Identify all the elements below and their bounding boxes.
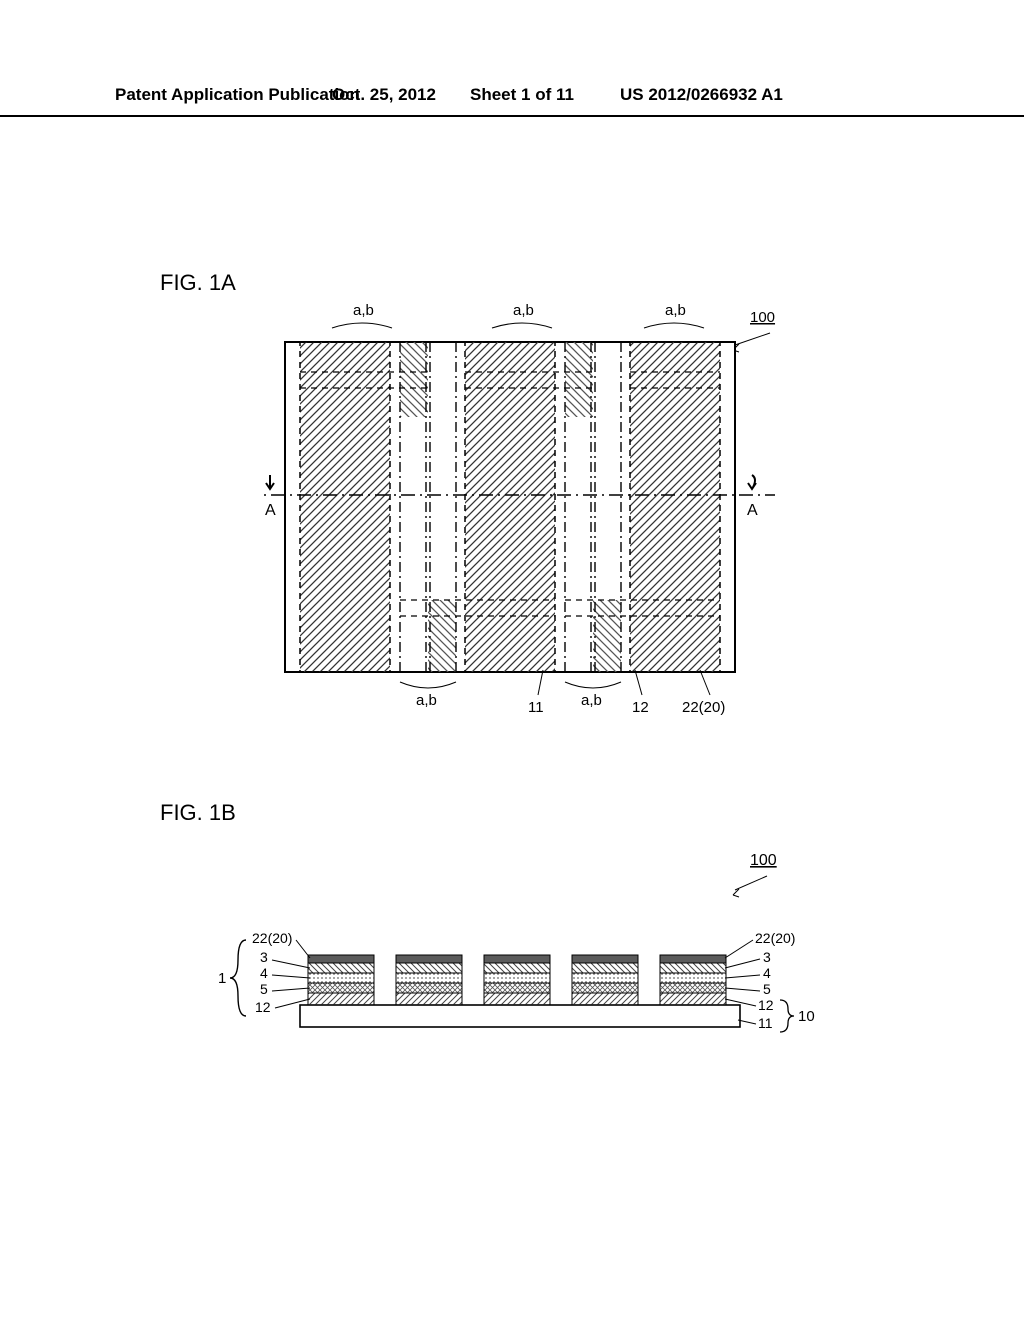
fig-1a-svg: a,b a,b a,b 100 [260,300,820,750]
stacks [308,955,726,1005]
l-22: 22(20) [252,930,292,946]
fig-1b-svg: 100 [180,840,880,1090]
page: Patent Application Publication Oct. 25, … [0,0,1024,1320]
ab-top-3: a,b [665,302,686,319]
label-12: 12 [632,699,649,716]
r-5: 5 [763,981,771,997]
fig-1b: 100 [180,840,880,1090]
ab-top-2: a,b [513,302,534,319]
header-sheet: Sheet 1 of 11 [470,85,574,105]
l-3: 3 [260,949,268,965]
ab-bot-2: a,b [581,692,602,709]
ab-bot-1: a,b [416,692,437,709]
label-22: 22(20) [682,699,725,716]
substrate-11 [300,1005,740,1027]
wide-cols [300,342,720,672]
left-group-1: 1 [218,970,226,987]
ref-100a: 100 [750,309,775,326]
r-22: 22(20) [755,930,795,946]
l-12: 12 [255,999,271,1015]
l-4: 4 [260,965,268,981]
ref-100b: 100 [750,852,777,869]
r-11: 11 [758,1015,773,1031]
r-12: 12 [758,997,774,1013]
r-4: 4 [763,965,771,981]
label-11: 11 [528,699,544,716]
fig-1b-label: FIG. 1B [160,800,236,826]
fig-1a-label: FIG. 1A [160,270,236,296]
left-labels: 1 22(20) 3 4 5 12 [218,930,310,1016]
fig-1a: a,b a,b a,b 100 [260,300,820,750]
header-left: Patent Application Publication [115,85,360,105]
A-left: A [265,502,276,519]
bottom-annot: a,b a,b 11 12 22(20) [400,670,725,716]
A-right: A [747,502,758,519]
header-date: Oct. 25, 2012 [332,85,436,105]
header-rule [0,115,1024,117]
ab-top-1: a,b [353,302,374,319]
right-group-10: 10 [798,1008,815,1025]
l-5: 5 [260,981,268,997]
r-3: 3 [763,949,771,965]
header-pubno: US 2012/0266932 A1 [620,85,783,105]
